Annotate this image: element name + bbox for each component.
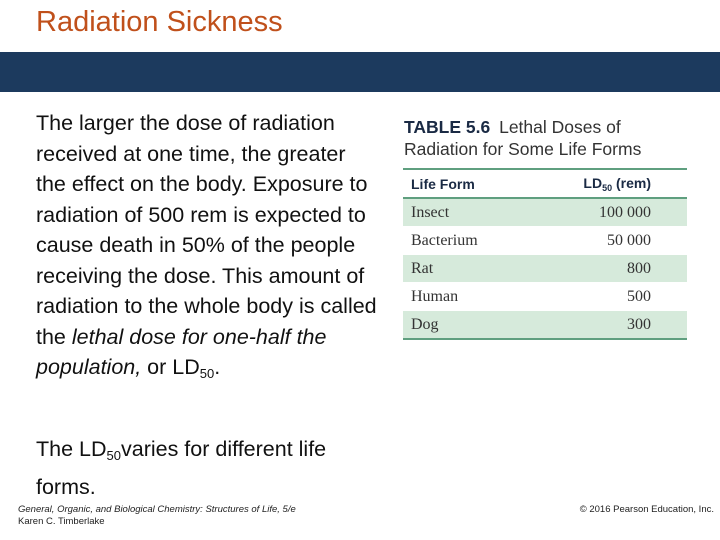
table-header-row: Life Form LD50 (rem) [403, 168, 687, 199]
header-ld: LD [583, 174, 603, 191]
p1-subscript: 50 [199, 366, 215, 381]
footer-book-title: General, Organic, and Biological Chemist… [18, 504, 296, 515]
row-life-form: Rat [403, 254, 524, 283]
header-band [0, 52, 720, 92]
row-life-form: Bacterium [403, 226, 524, 255]
p2-subscript: 50 [106, 448, 121, 463]
slide-title: Radiation Sickness [36, 6, 283, 38]
header-ld-subscript: 50 [602, 182, 613, 193]
row-dose: 500 [523, 282, 687, 311]
row-life-form: Dog [403, 310, 524, 340]
header-life-form: Life Form [403, 168, 524, 199]
lethal-dose-table: Life Form LD50 (rem) Insect 100 000 Bact… [403, 168, 687, 340]
footer-author: Karen C. Timberlake [18, 516, 105, 527]
body-paragraph-1: The larger the dose of radiation receive… [36, 108, 381, 390]
table-caption: TABLE 5.6 Lethal Doses of Radiation for … [404, 116, 694, 160]
table-number: TABLE 5.6 [404, 117, 491, 137]
p2-text: The LD [36, 437, 107, 461]
footer-book: General, Organic, and Biological Chemist… [18, 504, 296, 516]
table-row: Insect 100 000 [403, 198, 687, 227]
footer-citation: General, Organic, and Biological Chemist… [18, 504, 296, 528]
table-row: Dog 300 [403, 310, 687, 340]
row-life-form: Insect [403, 198, 524, 227]
row-dose: 50 000 [523, 226, 687, 255]
header-ld50: LD50 (rem) [523, 168, 687, 199]
row-life-form: Human [403, 282, 524, 311]
table-row: Human 500 [403, 282, 687, 311]
row-dose: 100 000 [523, 198, 687, 227]
row-dose: 800 [523, 254, 687, 283]
header-unit: (rem) [612, 174, 651, 191]
p1-text-2: or LD [141, 355, 200, 379]
p2-text-2: varies for different life forms. [36, 437, 327, 499]
p1-text: The larger the dose of radiation receive… [36, 111, 377, 349]
p1-italic: lethal dose for one-half the population, [36, 324, 327, 380]
table-row: Rat 800 [403, 254, 687, 283]
table-row: Bacterium 50 000 [403, 226, 687, 255]
table-caption-text: Lethal Doses of Radiation for Some Life … [404, 117, 642, 159]
p1-period: . [214, 355, 221, 379]
footer-copyright: © 2016 Pearson Education, Inc. [579, 504, 714, 515]
body-paragraph-2: The LD50varies for different life forms. [36, 434, 381, 502]
row-dose: 300 [523, 310, 687, 340]
